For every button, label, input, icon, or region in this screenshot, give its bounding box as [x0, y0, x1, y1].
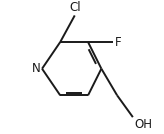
Text: N: N: [32, 62, 41, 75]
Text: Cl: Cl: [69, 1, 81, 14]
Text: OH: OH: [134, 118, 152, 131]
Text: F: F: [115, 36, 121, 49]
